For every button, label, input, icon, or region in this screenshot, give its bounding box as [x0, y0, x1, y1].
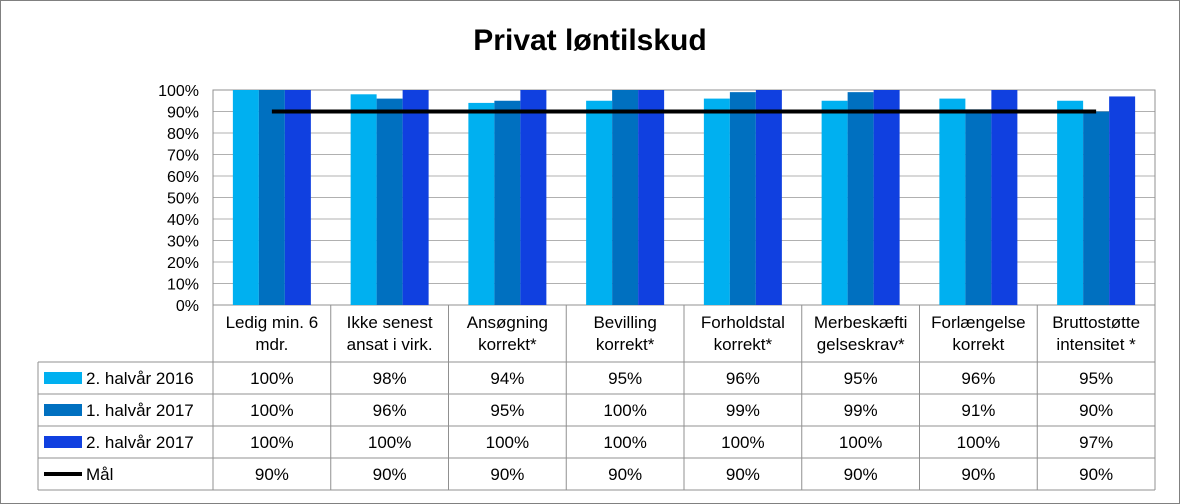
bar	[284, 90, 311, 305]
data-label: 90%	[255, 465, 289, 484]
data-label: 100%	[486, 433, 529, 452]
data-label: 100%	[839, 433, 882, 452]
category-label: Bruttostøtte	[1052, 313, 1140, 332]
category-label: korrekt*	[478, 335, 537, 354]
bar	[1083, 111, 1110, 305]
data-label: 97%	[1079, 433, 1113, 452]
data-label: 96%	[961, 369, 995, 388]
bar	[873, 90, 900, 305]
data-label: 96%	[726, 369, 760, 388]
bar	[468, 102, 495, 306]
category-label: mdr.	[255, 335, 288, 354]
data-label: 90%	[373, 465, 407, 484]
y-tick-label: 60%	[167, 169, 199, 186]
data-label: 90%	[1079, 465, 1113, 484]
bar	[350, 94, 377, 305]
y-tick-label: 30%	[167, 234, 199, 251]
category-label: ansat i virk.	[347, 335, 433, 354]
bar	[586, 100, 613, 305]
data-label: 99%	[844, 401, 878, 420]
y-tick-label: 70%	[167, 148, 199, 165]
bar	[1109, 96, 1136, 305]
y-tick-label: 10%	[167, 277, 199, 294]
bar	[232, 90, 259, 305]
category-label: intensitet *	[1056, 335, 1136, 354]
data-label: 90%	[1079, 401, 1113, 420]
data-label: 100%	[250, 369, 293, 388]
bar	[703, 98, 730, 305]
data-label: 96%	[373, 401, 407, 420]
category-label: korrekt	[952, 335, 1004, 354]
data-label: 90%	[961, 465, 995, 484]
bar	[376, 98, 403, 305]
data-label: 90%	[490, 465, 524, 484]
data-label: 95%	[844, 369, 878, 388]
bar	[494, 100, 521, 305]
y-tick-label: 50%	[167, 191, 199, 208]
legend-label: 1. halvår 2017	[86, 401, 194, 420]
data-label: 100%	[957, 433, 1000, 452]
y-tick-label: 80%	[167, 126, 199, 143]
data-label: 100%	[368, 433, 411, 452]
y-tick-label: 40%	[167, 212, 199, 229]
bar	[991, 90, 1018, 305]
data-label: 91%	[961, 401, 995, 420]
bar	[612, 90, 639, 305]
bar	[638, 90, 665, 305]
chart-title: Privat løntilskud	[473, 24, 707, 57]
category-label: korrekt*	[714, 335, 773, 354]
legend-label: Mål	[86, 465, 113, 484]
y-tick-label: 100%	[158, 83, 199, 100]
data-label: 100%	[721, 433, 764, 452]
category-label: Ikke senest	[347, 313, 433, 332]
bar	[729, 92, 756, 306]
data-label: 100%	[250, 433, 293, 452]
legend-swatch	[44, 436, 82, 448]
data-label: 95%	[608, 369, 642, 388]
data-label: 99%	[726, 401, 760, 420]
category-label: Ansøgning	[467, 313, 548, 332]
bar	[1057, 100, 1084, 305]
data-label: 95%	[490, 401, 524, 420]
bar	[939, 98, 966, 305]
data-label: 95%	[1079, 369, 1113, 388]
bar	[965, 109, 992, 305]
y-tick-label: 90%	[167, 105, 199, 122]
category-label: korrekt*	[596, 335, 655, 354]
legend-swatch	[44, 372, 82, 384]
data-label: 100%	[250, 401, 293, 420]
data-label: 90%	[608, 465, 642, 484]
bar	[755, 90, 782, 305]
bar	[821, 100, 848, 305]
data-label: 100%	[603, 433, 646, 452]
category-label: Merbeskæfti	[814, 313, 908, 332]
bar	[402, 90, 429, 305]
data-label: 90%	[726, 465, 760, 484]
y-tick-label: 0%	[176, 298, 199, 315]
data-label: 94%	[490, 369, 524, 388]
category-label: Forlængelse	[931, 313, 1026, 332]
data-label: 98%	[373, 369, 407, 388]
legend-swatch	[44, 404, 82, 416]
legend-label: 2. halvår 2016	[86, 369, 194, 388]
bar	[520, 90, 547, 305]
data-label: 90%	[844, 465, 878, 484]
category-label: Bevilling	[593, 313, 656, 332]
bar	[847, 92, 874, 306]
data-label: 100%	[603, 401, 646, 420]
category-label: gelseskrav*	[817, 335, 905, 354]
category-label: Ledig min. 6	[226, 313, 319, 332]
y-tick-label: 20%	[167, 255, 199, 272]
bar	[258, 90, 285, 305]
legend-label: 2. halvår 2017	[86, 433, 194, 452]
category-label: Forholdstal	[701, 313, 785, 332]
